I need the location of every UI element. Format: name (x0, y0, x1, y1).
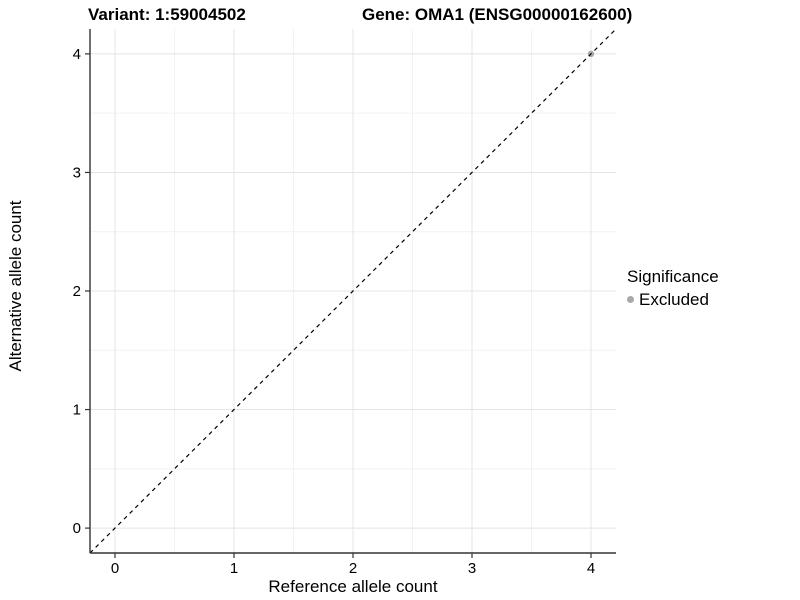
y-tick-label: 3 (73, 164, 81, 181)
identity-reference-line (89, 28, 617, 554)
plot-layers: 0 1 2 3 4 0 1 2 3 4 (73, 28, 617, 577)
y-tick-label: 0 (73, 520, 81, 537)
legend-title: Significance (627, 267, 719, 286)
y-tick-label: 2 (73, 283, 81, 300)
legend-item-excluded: Excluded (627, 289, 719, 310)
plot-title-variant: Variant: 1:59004502 (88, 5, 246, 24)
legend-point-icon (627, 296, 634, 303)
x-tick-label: 2 (349, 560, 357, 577)
x-axis-title: Reference allele count (268, 577, 437, 596)
x-tick-label: 1 (230, 560, 238, 577)
x-tick-label: 4 (587, 560, 595, 577)
x-tick-label: 3 (468, 560, 476, 577)
y-axis-title: Alternative allele count (6, 200, 25, 371)
x-tick-label: 0 (111, 560, 119, 577)
y-tick-label: 1 (73, 402, 81, 419)
legend-item-label: Excluded (639, 290, 709, 309)
legend: Significance Excluded (627, 266, 719, 310)
plot-title-gene: Gene: OMA1 (ENSG00000162600) (362, 5, 633, 24)
y-tick-label: 4 (73, 46, 81, 63)
